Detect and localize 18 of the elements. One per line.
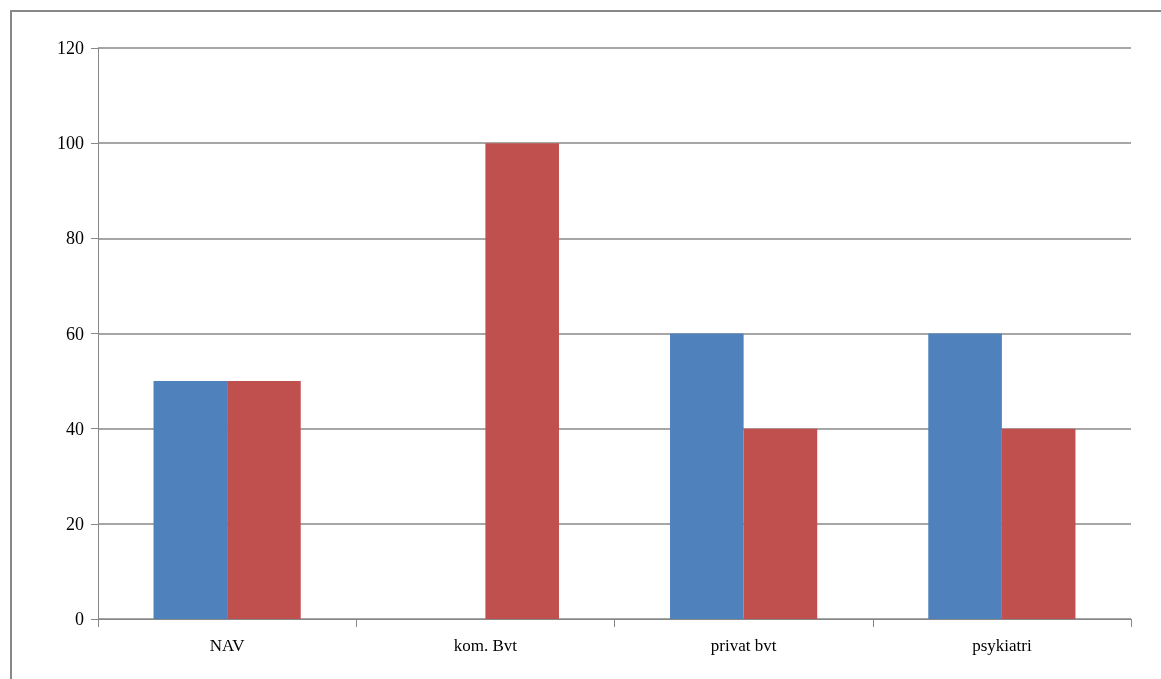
bar [1001,428,1076,619]
bar [227,381,301,619]
x-tick-label: psykiatri [972,636,1032,655]
bar [670,333,744,619]
x-tick-label: NAV [209,636,246,655]
y-tick-label: 100 [57,133,84,154]
bar [743,428,818,619]
x-tick-label: privat bvt [710,636,777,655]
bar [153,381,228,619]
y-tick-label: 0 [75,609,84,629]
y-tick-label: 60 [66,323,84,344]
y-tick-label: 20 [66,513,84,534]
x-tick-label: kom. Bvt [453,636,518,655]
y-tick-label: 80 [66,228,84,249]
y-tick-label: 120 [57,38,84,58]
y-tick-label: 40 [66,418,84,439]
bar [485,143,559,619]
bar [928,333,1002,619]
